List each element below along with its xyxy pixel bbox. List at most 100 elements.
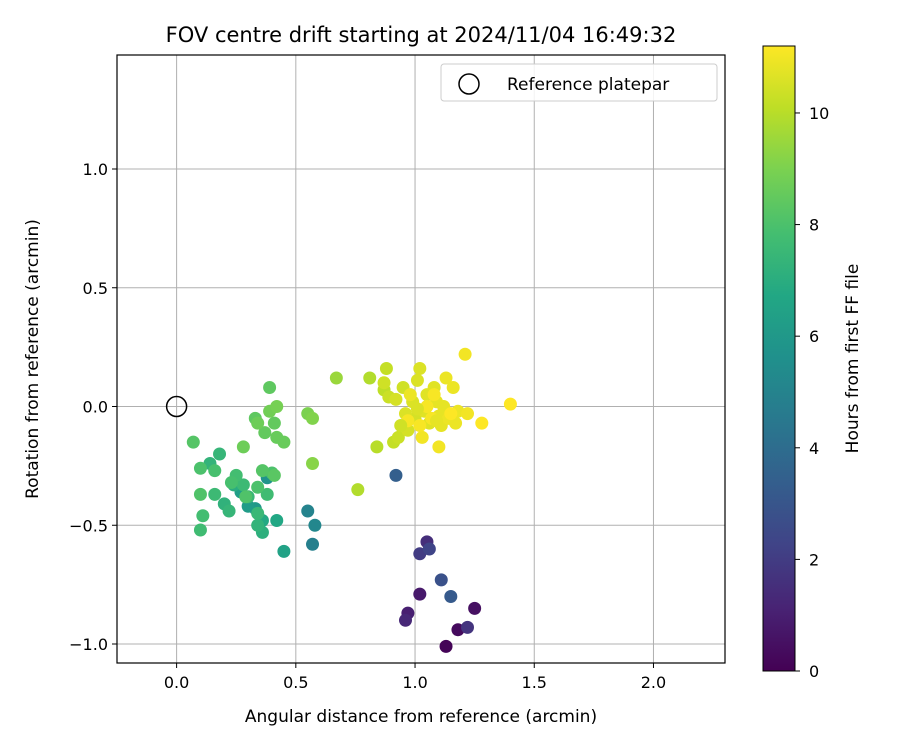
data-point: [186, 435, 200, 449]
x-axis-label: Angular distance from reference (arcmin): [245, 707, 597, 727]
data-point: [260, 487, 274, 501]
data-point: [306, 457, 320, 470]
x-tick-label: 1.5: [522, 673, 547, 692]
data-point: [446, 381, 460, 394]
data-point: [415, 430, 429, 444]
data-point: [377, 376, 391, 390]
data-point: [413, 587, 427, 601]
data-point: [389, 392, 403, 406]
data-point: [475, 416, 489, 430]
data-point: [434, 573, 448, 587]
data-point: [403, 388, 417, 402]
colorbar-tick-label: 10: [809, 104, 829, 123]
colorbar-tick-label: 8: [809, 216, 819, 235]
data-point: [277, 435, 291, 449]
colorbar-label: Hours from first FF file: [843, 264, 863, 454]
data-point: [399, 613, 413, 627]
data-point: [460, 620, 474, 634]
data-point: [236, 440, 250, 454]
data-point: [208, 487, 222, 501]
axis-ticks: 0.0 0.5 1.0 1.5 2.0 −1.0 −0.5 0.0 0.5 1.0: [69, 160, 666, 692]
data-point: [363, 371, 377, 385]
data-point: [193, 523, 207, 537]
data-point: [196, 509, 210, 523]
x-tick-label: 2.0: [641, 673, 666, 692]
colorbar-ticks: 0 2 4 6 8 10: [795, 104, 829, 681]
data-point: [306, 411, 320, 425]
data-point: [251, 518, 265, 532]
data-point: [391, 430, 405, 444]
data-point: [351, 483, 365, 497]
data-point: [213, 447, 227, 461]
data-point: [193, 461, 207, 475]
data-point: [432, 440, 446, 454]
y-tick-label: −1.0: [69, 635, 108, 654]
data-point: [267, 468, 281, 482]
data-points: [186, 347, 517, 653]
colorbar-gradient: [762, 45, 796, 672]
data-point: [224, 476, 238, 489]
data-point: [267, 416, 281, 430]
data-point: [503, 397, 517, 411]
data-point: [429, 414, 443, 428]
data-point: [308, 518, 322, 532]
colorbar-tick-label: 4: [809, 439, 819, 458]
data-point: [222, 504, 236, 518]
data-point: [193, 487, 207, 501]
data-point: [329, 371, 343, 385]
colorbar-tick-label: 0: [809, 662, 819, 681]
data-point: [439, 371, 453, 385]
data-point: [370, 440, 384, 454]
data-point: [277, 544, 291, 558]
data-point: [251, 506, 265, 520]
x-tick-label: 0.5: [283, 673, 308, 692]
colorbar-tick-label: 6: [809, 327, 819, 346]
data-point: [444, 590, 458, 603]
data-point: [468, 601, 482, 615]
grid: [117, 55, 725, 663]
data-point: [413, 362, 427, 375]
y-tick-label: −0.5: [69, 516, 108, 535]
chart-title: FOV centre drift starting at 2024/11/04 …: [166, 23, 677, 47]
data-point: [251, 480, 265, 494]
data-point: [379, 362, 393, 375]
colorbar: 0 2 4 6 8 10 Hours from first FF file: [762, 45, 863, 681]
data-point: [270, 400, 284, 413]
y-axis-label: Rotation from reference (arcmin): [23, 219, 43, 499]
data-point: [258, 426, 272, 440]
data-point: [306, 537, 320, 551]
data-point: [410, 402, 424, 416]
data-point: [255, 464, 269, 478]
legend: Reference platepar: [440, 63, 718, 102]
y-tick-label: 1.0: [83, 160, 108, 179]
data-point: [236, 478, 250, 492]
data-point: [301, 504, 315, 518]
data-point: [439, 639, 453, 653]
data-point: [208, 464, 222, 478]
data-point: [263, 381, 277, 394]
data-point: [251, 416, 265, 430]
legend-box: [440, 63, 718, 102]
data-point: [458, 347, 472, 361]
data-point: [422, 542, 436, 556]
x-tick-label: 0.0: [164, 673, 189, 692]
x-tick-label: 1.0: [402, 673, 427, 692]
data-point: [460, 407, 474, 421]
data-point: [239, 490, 253, 504]
y-tick-label: 0.5: [83, 279, 108, 298]
colorbar-tick-label: 2: [809, 550, 819, 569]
y-tick-label: 0.0: [83, 398, 108, 417]
reference-marker: [165, 395, 188, 418]
data-point: [389, 468, 403, 482]
data-point: [413, 419, 427, 432]
data-point: [394, 419, 408, 432]
reference-marker-layer: [165, 395, 188, 418]
data-point: [444, 407, 458, 421]
data-point: [427, 388, 441, 402]
legend-reference-marker: [458, 73, 480, 95]
legend-entry-reference-platepar: Reference platepar: [507, 75, 669, 95]
data-point: [270, 514, 284, 527]
data-point: [410, 373, 424, 387]
plot-frame: [116, 54, 726, 664]
